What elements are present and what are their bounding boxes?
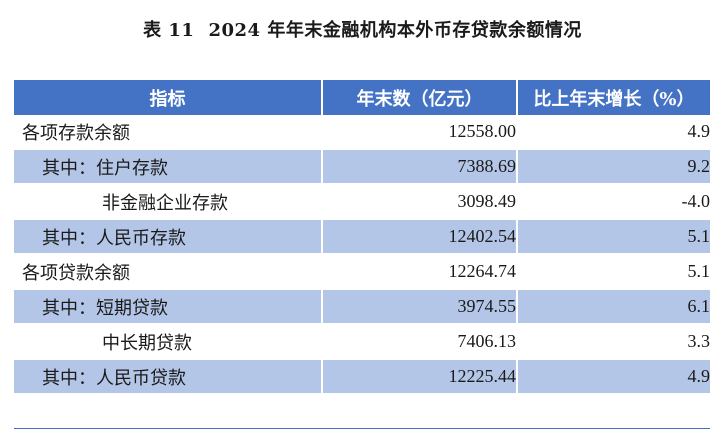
table-row: 其中：短期贷款 3974.55 6.1 [14, 289, 710, 325]
table-row: 其中：人民币存款 12402.54 5.1 [14, 219, 710, 255]
row-growth: 5.1 [516, 254, 710, 290]
table-number: 表 11 [143, 20, 195, 41]
row-label: 各项存款余额 [14, 115, 323, 150]
data-table: 指标 年末数（亿元） 比上年末增长（%） 各项存款余额 12558.00 4.9… [14, 80, 710, 395]
row-growth: 4.9 [516, 115, 710, 150]
header-row: 指标 年末数（亿元） 比上年末增长（%） [14, 80, 710, 115]
row-value: 12225.44 [321, 359, 518, 395]
row-growth: 6.1 [516, 289, 710, 325]
row-growth: -4.0 [516, 184, 710, 220]
row-growth: 9.2 [516, 149, 710, 185]
row-value: 7388.69 [321, 149, 518, 185]
table-title-text: 2024 年年末金融机构本外币存贷款余额情况 [208, 20, 582, 41]
row-value: 12402.54 [321, 219, 518, 255]
row-growth: 5.1 [516, 219, 710, 255]
row-label: 非金融企业存款 [14, 184, 323, 220]
row-label: 其中：人民币贷款 [14, 359, 323, 395]
table-row: 其中：住户存款 7388.69 9.2 [14, 149, 710, 185]
row-value: 3974.55 [321, 289, 518, 325]
table-row: 各项存款余额 12558.00 4.9 [14, 115, 710, 150]
table-row: 各项贷款余额 12264.74 5.1 [14, 254, 710, 290]
row-value: 7406.13 [321, 324, 518, 360]
row-growth: 4.9 [516, 359, 710, 395]
row-value: 12264.74 [321, 254, 518, 290]
row-value: 3098.49 [321, 184, 518, 220]
row-growth: 3.3 [516, 324, 710, 360]
row-label: 其中：人民币存款 [14, 219, 323, 255]
row-value: 12558.00 [321, 115, 518, 150]
table-bottom-rule [14, 428, 710, 429]
row-label: 各项贷款余额 [14, 254, 323, 290]
row-label: 其中：住户存款 [14, 149, 323, 185]
row-label: 中长期贷款 [14, 324, 323, 360]
row-label: 其中：短期贷款 [14, 289, 323, 325]
header-year-end-value: 年末数（亿元） [321, 80, 518, 115]
table-row: 中长期贷款 7406.13 3.3 [14, 324, 710, 360]
header-indicator: 指标 [14, 80, 323, 115]
table-row: 非金融企业存款 3098.49 -4.0 [14, 184, 710, 220]
table-row: 其中：人民币贷款 12225.44 4.9 [14, 359, 710, 395]
header-growth: 比上年末增长（%） [516, 80, 710, 115]
table-title: 表 11 2024 年年末金融机构本外币存贷款余额情况 [0, 16, 725, 42]
